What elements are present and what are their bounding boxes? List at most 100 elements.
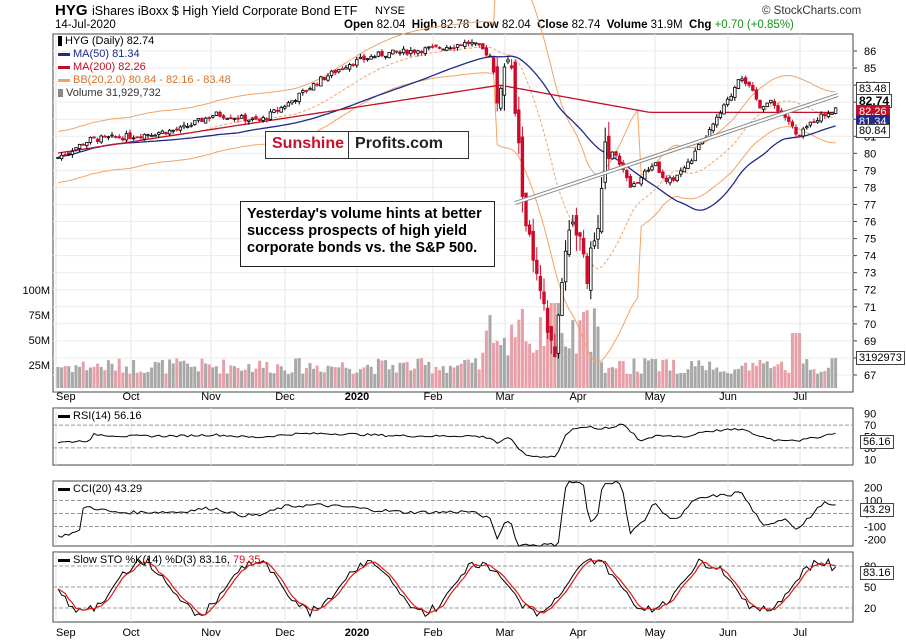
candle-body [632,183,636,187]
volume-bar [135,372,139,388]
volume-tick-label: 50M [29,335,50,347]
candle-body [646,169,651,172]
volume-bar [812,369,816,388]
price-tick-label: 72 [864,285,876,297]
x-axis-label: Feb [424,391,443,403]
candle-body [398,51,402,54]
volume-bar [337,367,341,388]
candle-body [355,58,359,66]
candle-body [607,135,611,160]
volume-bar [56,366,60,388]
volume-bar [67,366,71,388]
volume-bar [787,372,791,388]
candle-body [545,307,550,333]
x-axis-label: Apr [569,627,586,639]
volume-bar [369,366,373,388]
candle-body [635,181,640,184]
candle-body [257,118,262,121]
volume-bar [258,360,262,388]
candle-body [481,43,485,50]
candle-body [171,129,175,132]
volume-bar [488,315,492,388]
candle-body [682,167,687,173]
candle-body [787,116,791,122]
candle-body [567,229,571,255]
volume-bar [830,358,834,388]
volume-bar [798,333,802,388]
volume-bar [261,367,265,388]
volume-bar [466,359,470,388]
candle-body [484,47,489,56]
candle-body [653,162,658,167]
volume-bar [481,352,485,388]
candle-body [218,111,222,117]
volume-bar [78,366,82,388]
candle-body [63,154,67,156]
volume-bar [391,364,395,388]
candle-body [358,56,363,59]
volume-bar [823,370,827,388]
volume-bar [495,340,499,388]
volume-bar [826,367,830,388]
volume-bar [142,372,146,388]
rsi-tick-label: 90 [864,409,876,421]
volume-bar [589,351,593,388]
volume-bar [124,366,128,388]
candle-body [668,177,672,184]
candle-body [77,144,82,149]
volume-bar [744,362,748,388]
candle-body [85,141,89,146]
volume-bar [747,370,751,388]
volume-bar [380,360,384,388]
sto-tick-label: 20 [864,603,876,615]
volume-bar [790,333,794,388]
volume-bar [376,358,380,388]
candle-body [113,136,118,138]
volume-bar [567,348,571,388]
volume-bar [312,368,316,388]
volume-bar [114,370,118,388]
volume-bar [715,367,719,388]
candle-body [293,100,298,102]
candle-body [578,232,582,237]
price-tick-label: 76 [864,217,876,229]
x-axis-label: Jul [793,627,807,639]
price-tick-label: 71 [864,302,876,314]
volume-bar [614,368,618,388]
x-axis-label: Jul [793,391,807,403]
candle-body [59,154,64,160]
candle-body [520,136,525,197]
tag-sto: 83.16 [860,566,894,580]
volume-bar [146,371,150,388]
candle-body [185,126,190,128]
volume-bar [168,359,172,388]
volume-bar [218,373,222,388]
volume-bar [524,341,528,388]
candle-body [794,126,798,135]
x-axis-label: Apr [569,391,586,403]
volume-bar [186,363,190,388]
candle-body [139,136,143,139]
price-tick-label: 78 [864,182,876,194]
candle-body [448,47,453,50]
candle-body [754,89,759,100]
volume-bar [618,360,622,388]
volume-bar [236,367,240,388]
candle-body [272,109,276,113]
candle-body [729,95,733,101]
volume-bar [592,308,596,388]
volume-bar [279,366,283,388]
candle-body [517,109,521,144]
x-axis-label: 2020 [345,391,369,403]
candle-body [70,150,75,155]
chart-date: 14-Jul-2020 [55,19,116,31]
candle-body [81,143,85,146]
candle-body [92,136,96,139]
candle-body [531,230,535,261]
candle-body [491,57,496,73]
volume-bar [405,361,409,388]
volume-bar [333,367,337,388]
volume-bar [96,363,100,388]
volume-bar [301,373,305,388]
